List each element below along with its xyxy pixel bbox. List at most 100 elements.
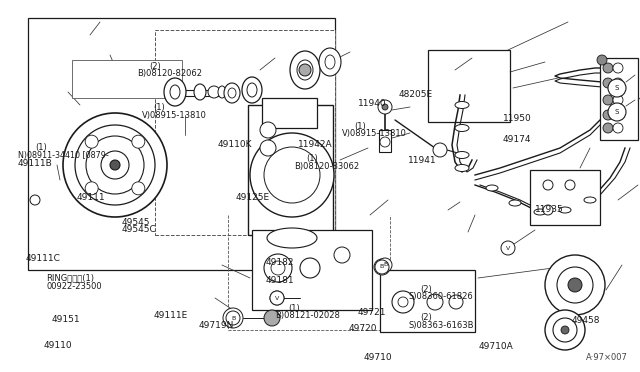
- Text: 00922-23500: 00922-23500: [46, 282, 102, 291]
- Text: 11941: 11941: [408, 156, 437, 165]
- Circle shape: [449, 295, 463, 309]
- Text: 49182: 49182: [266, 258, 294, 267]
- Text: (2): (2): [420, 313, 431, 322]
- Circle shape: [110, 160, 120, 170]
- Circle shape: [603, 95, 613, 105]
- Circle shape: [603, 123, 613, 133]
- Circle shape: [603, 63, 613, 73]
- Text: (1): (1): [354, 122, 365, 131]
- Text: 11942A: 11942A: [298, 140, 332, 149]
- Circle shape: [608, 79, 626, 97]
- Text: V: V: [506, 246, 510, 250]
- Ellipse shape: [584, 197, 596, 203]
- Ellipse shape: [297, 60, 313, 80]
- Circle shape: [226, 311, 240, 325]
- Ellipse shape: [224, 83, 240, 103]
- Circle shape: [223, 308, 243, 328]
- Circle shape: [132, 135, 145, 148]
- Circle shape: [613, 63, 623, 73]
- Text: S: S: [615, 109, 619, 115]
- Text: (1): (1): [306, 154, 317, 163]
- Bar: [428, 50, 510, 122]
- Circle shape: [299, 64, 311, 76]
- Circle shape: [543, 180, 553, 190]
- Ellipse shape: [559, 207, 571, 213]
- Ellipse shape: [509, 200, 521, 206]
- Circle shape: [270, 291, 284, 305]
- Text: 49111B: 49111B: [18, 159, 52, 168]
- Circle shape: [264, 310, 280, 326]
- Ellipse shape: [170, 85, 180, 99]
- Bar: [28, 18, 335, 270]
- Text: RINGリング(1): RINGリング(1): [46, 274, 94, 283]
- Ellipse shape: [267, 228, 317, 248]
- Text: V)08915-13810: V)08915-13810: [142, 111, 207, 120]
- Bar: [262, 98, 317, 128]
- Circle shape: [613, 95, 623, 105]
- Circle shape: [260, 140, 276, 156]
- Circle shape: [250, 133, 334, 217]
- Text: 49125E: 49125E: [236, 193, 269, 202]
- Circle shape: [264, 254, 292, 282]
- Circle shape: [378, 258, 392, 272]
- Circle shape: [565, 180, 575, 190]
- Ellipse shape: [319, 48, 341, 76]
- Ellipse shape: [325, 55, 335, 69]
- Text: 49710A: 49710A: [479, 342, 513, 351]
- Circle shape: [30, 195, 40, 205]
- Ellipse shape: [455, 125, 469, 131]
- Text: 11940: 11940: [358, 99, 387, 108]
- Text: 49110K: 49110K: [218, 140, 252, 149]
- Text: 49151: 49151: [51, 315, 80, 324]
- Text: B)08120-83062: B)08120-83062: [294, 162, 360, 171]
- Ellipse shape: [455, 151, 469, 158]
- Text: 49720: 49720: [349, 324, 378, 333]
- Text: S)08363-6163B: S)08363-6163B: [408, 321, 474, 330]
- Circle shape: [433, 143, 447, 157]
- Text: 48205E: 48205E: [398, 90, 432, 99]
- Text: B: B: [231, 315, 235, 321]
- Circle shape: [382, 104, 388, 110]
- Text: (2): (2): [149, 62, 161, 71]
- Text: 11935: 11935: [535, 205, 564, 214]
- Text: N)08911-34410 [0879-: N)08911-34410 [0879-: [18, 151, 109, 160]
- Circle shape: [300, 258, 320, 278]
- Ellipse shape: [455, 164, 469, 171]
- Circle shape: [392, 291, 414, 313]
- Circle shape: [603, 78, 613, 88]
- Text: 49111E: 49111E: [154, 311, 188, 320]
- Circle shape: [561, 326, 569, 334]
- Text: 49111: 49111: [77, 193, 106, 202]
- Circle shape: [501, 241, 515, 255]
- Text: 49545: 49545: [122, 218, 150, 227]
- Circle shape: [427, 294, 443, 310]
- Ellipse shape: [455, 102, 469, 109]
- Circle shape: [613, 78, 623, 88]
- Circle shape: [543, 205, 553, 215]
- Bar: [380, 270, 475, 332]
- Ellipse shape: [242, 77, 262, 103]
- Circle shape: [568, 278, 582, 292]
- Bar: [155, 30, 335, 235]
- Text: 49181: 49181: [266, 276, 294, 285]
- Ellipse shape: [218, 86, 226, 98]
- Circle shape: [375, 260, 389, 274]
- Circle shape: [374, 259, 390, 275]
- Circle shape: [597, 55, 607, 65]
- Circle shape: [260, 122, 276, 138]
- Ellipse shape: [247, 83, 257, 97]
- Circle shape: [208, 86, 220, 98]
- Text: 49111C: 49111C: [26, 254, 60, 263]
- Bar: [379, 130, 391, 152]
- Text: (1): (1): [288, 304, 300, 312]
- Circle shape: [613, 123, 623, 133]
- Circle shape: [75, 125, 155, 205]
- Text: S)08360-61826: S)08360-61826: [408, 292, 473, 301]
- Text: 49174: 49174: [503, 135, 532, 144]
- Circle shape: [85, 182, 98, 195]
- Ellipse shape: [486, 185, 498, 191]
- Text: B: B: [380, 264, 384, 269]
- Ellipse shape: [228, 88, 236, 98]
- Text: 49710: 49710: [364, 353, 392, 362]
- Text: 49110: 49110: [44, 341, 72, 350]
